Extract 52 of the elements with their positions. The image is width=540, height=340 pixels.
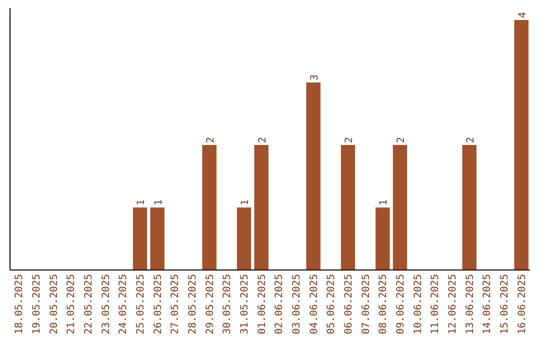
x-tick-label: 18.05.2025	[14, 274, 26, 334]
data-label: 1	[240, 199, 251, 206]
data-label: 4	[517, 12, 528, 18]
data-label: 2	[205, 136, 216, 143]
x-tick-label: 28.05.2025	[188, 274, 198, 334]
x-tick-label: 23.05.2025	[100, 274, 112, 334]
x-tick-label: 10.06.2025	[412, 274, 424, 334]
data-label: 2	[257, 136, 268, 143]
bar	[392, 145, 408, 270]
bar	[340, 145, 356, 270]
x-tick-label: 12.06.2025	[448, 274, 458, 334]
x-tick-label: 01.06.2025	[256, 274, 268, 334]
x-tick-label: 11.06.2025	[430, 274, 442, 334]
x-tick-label: 26.05.2025	[152, 274, 164, 334]
x-tick-label: 15.06.2025	[500, 274, 510, 334]
bar	[236, 208, 252, 270]
x-tick-label: 22.05.2025	[84, 274, 94, 334]
data-label: 2	[344, 136, 355, 143]
x-tick-label: 21.05.2025	[66, 274, 78, 334]
x-tick-label: 08.06.2025	[378, 274, 390, 334]
x-tick-label: 14.06.2025	[482, 274, 494, 334]
x-tick-label: 16.06.2025	[516, 274, 528, 334]
bar	[254, 145, 268, 270]
bar	[514, 20, 528, 270]
bar	[132, 208, 148, 270]
x-tick-label: 07.06.2025	[360, 274, 372, 334]
x-tick-label: 19.05.2025	[32, 274, 42, 334]
x-tick-label: 03.06.2025	[292, 274, 302, 334]
x-tick-label: 09.06.2025	[396, 274, 406, 334]
data-label: 3	[309, 74, 320, 80]
x-tick-label: 04.06.2025	[308, 274, 320, 334]
x-tick-label: 31.05.2025	[240, 274, 250, 334]
x-tick-label: 05.06.2025	[326, 274, 338, 334]
x-tick-label: 02.06.2025	[274, 274, 286, 334]
data-label: 2	[396, 136, 407, 143]
x-tick-label: 06.06.2025	[344, 274, 354, 334]
x-tick-label: 20.05.2025	[48, 274, 60, 334]
x-tick-label: 30.05.2025	[222, 274, 234, 334]
x-tick-label: 24.05.2025	[118, 274, 130, 334]
bar	[202, 145, 216, 270]
x-tick-label: 29.05.2025	[204, 274, 216, 334]
data-label: 1	[136, 199, 147, 206]
x-tick-label: 27.05.2025	[170, 274, 182, 334]
x-tick-label: 13.06.2025	[464, 274, 476, 334]
data-label: 2	[465, 136, 476, 143]
bar	[306, 82, 320, 270]
x-tick-label: 25.05.2025	[136, 274, 146, 334]
data-label: 1	[153, 199, 164, 206]
bar	[376, 208, 390, 270]
data-label: 1	[378, 199, 390, 206]
bar	[150, 208, 164, 270]
bar	[462, 145, 476, 270]
